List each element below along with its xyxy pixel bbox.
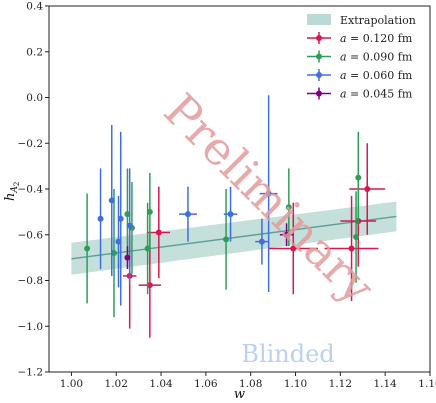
legend-label: a = 0.090 fm — [340, 51, 413, 64]
y-tick-label: −0.6 — [18, 229, 44, 241]
legend-label-symbol: a — [340, 69, 347, 82]
data-point — [324, 195, 379, 302]
x-tick-label: 1.16 — [418, 378, 436, 390]
point-marker — [84, 245, 91, 252]
point-marker — [108, 197, 115, 204]
watermark-blinded: Blinded — [241, 340, 334, 368]
point-marker — [223, 236, 230, 243]
x-axis-ticks: 1.00 1.02 1.04 1.06 1.08 1.10 1.12 1.14 1.16 — [60, 372, 436, 390]
data-point — [268, 202, 318, 295]
point-marker — [97, 215, 104, 222]
x-tick-label: 1.12 — [329, 378, 352, 390]
series-3 — [124, 223, 294, 270]
y-tick-label: −0.8 — [18, 275, 44, 287]
data-point — [84, 193, 91, 304]
legend-entry-1: a = 0.090 fm — [307, 50, 413, 64]
legend-marker-dot — [316, 72, 322, 78]
data-point — [223, 189, 230, 290]
legend-entry-3: a = 0.045 fm — [307, 87, 413, 101]
data-point — [124, 246, 131, 270]
x-tick-label: 1.04 — [149, 378, 173, 390]
point-marker — [355, 174, 362, 181]
data-point — [126, 168, 133, 283]
point-marker — [348, 245, 355, 252]
legend-label: a = 0.060 fm — [340, 69, 413, 82]
x-tick-label: 1.08 — [239, 378, 262, 390]
point-marker — [146, 208, 153, 215]
data-point — [353, 191, 360, 283]
y-tick-label: −0.4 — [18, 184, 44, 196]
legend-label: a = 0.120 fm — [340, 32, 413, 45]
data-point — [259, 95, 278, 292]
y-tick-label: 0.4 — [26, 1, 43, 13]
point-marker — [126, 222, 133, 229]
series-layer — [84, 95, 386, 338]
y-tick-label: 0.0 — [26, 92, 43, 104]
legend-label-extrapolation: Extrapolation — [340, 14, 416, 27]
legend-entry-2: a = 0.060 fm — [307, 69, 413, 82]
y-tick-label: −1.0 — [18, 321, 44, 333]
point-marker — [353, 234, 360, 241]
data-point — [178, 186, 197, 242]
legend-label-symbol: a — [340, 51, 347, 64]
y-axis-ticks: −1.2 −1.0 −0.8 −0.6 −0.4 −0.2 0.0 0.2 0.4 — [18, 1, 49, 379]
point-marker — [227, 211, 234, 218]
y-tick-label: 0.2 — [26, 46, 43, 58]
data-point — [349, 143, 386, 235]
extrapolation-line — [71, 215, 397, 260]
svg-text:hA2: hA2 — [3, 182, 21, 201]
point-marker — [364, 186, 371, 192]
legend-entry-0: a = 0.120 fm — [307, 32, 413, 45]
legend-marker-dot — [316, 90, 322, 97]
data-point — [97, 168, 104, 270]
data-point — [147, 186, 171, 279]
point-marker — [184, 211, 191, 218]
y-axis-label-subsubscript: 2 — [13, 182, 21, 186]
legend-label-symbol: a — [340, 88, 347, 101]
legend-marker-dot — [316, 53, 322, 60]
legend-marker-dot — [316, 35, 322, 41]
point-marker — [283, 231, 290, 238]
data-point — [279, 223, 294, 247]
legend: Extrapolation a = 0.120 fma = 0.090 fma … — [307, 14, 416, 101]
data-point — [223, 186, 238, 242]
point-marker — [258, 238, 265, 245]
data-point — [146, 172, 153, 251]
legend-label: a = 0.045 fm — [340, 88, 413, 101]
point-marker — [265, 190, 272, 197]
x-axis-label: w — [234, 387, 245, 402]
x-tick-label: 1.00 — [60, 378, 83, 390]
point-marker — [155, 229, 162, 236]
x-tick-label: 1.14 — [373, 378, 397, 390]
data-point — [255, 218, 269, 265]
point-marker — [285, 204, 292, 211]
y-axis-label: hA2 — [3, 182, 21, 201]
y-axis-label-subscript: A — [10, 186, 20, 194]
data-point — [117, 131, 124, 306]
point-marker — [290, 245, 297, 252]
point-marker — [124, 254, 131, 261]
point-marker — [117, 215, 124, 222]
data-point — [108, 124, 115, 276]
data-point — [355, 131, 362, 224]
legend-series-entries: a = 0.120 fma = 0.090 fma = 0.060 fma = … — [307, 32, 413, 101]
legend-label-symbol: a — [340, 32, 347, 45]
series-2 — [97, 95, 278, 306]
x-tick-label: 1.10 — [284, 378, 307, 390]
extrapolation-band-layer — [71, 201, 397, 275]
legend-swatch-extrapolation — [307, 14, 331, 25]
y-tick-label: −1.2 — [18, 367, 44, 379]
x-tick-label: 1.06 — [194, 378, 218, 390]
y-tick-label: −0.2 — [18, 138, 44, 150]
x-tick-label: 1.02 — [105, 378, 128, 390]
legend-label-value: = 0.090 fm — [347, 51, 413, 64]
legend-label-value: = 0.060 fm — [347, 69, 413, 82]
legend-label-value: = 0.045 fm — [347, 88, 413, 101]
legend-label-value: = 0.120 fm — [347, 32, 413, 45]
y-axis-label-main: h — [3, 193, 18, 201]
